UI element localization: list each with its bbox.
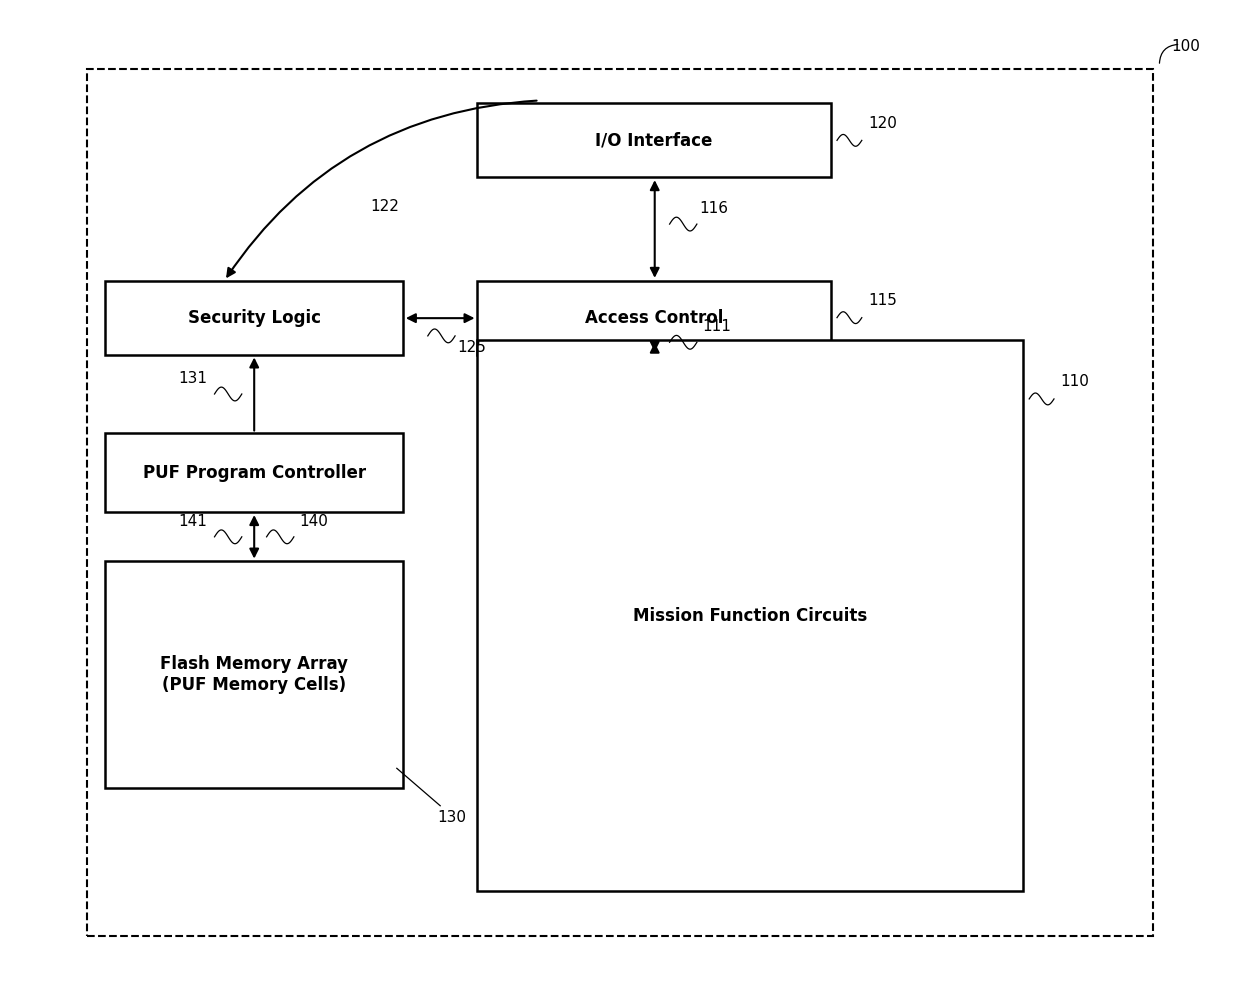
Text: I/O Interface: I/O Interface <box>595 131 713 150</box>
Text: Access Control: Access Control <box>585 308 723 327</box>
Text: 110: 110 <box>1060 374 1089 389</box>
Text: 130: 130 <box>438 810 466 824</box>
Bar <box>105 281 403 355</box>
Bar <box>477 103 831 177</box>
Text: 122: 122 <box>370 199 399 215</box>
Text: 131: 131 <box>179 371 207 386</box>
Bar <box>105 561 403 788</box>
Text: 116: 116 <box>699 201 728 216</box>
Text: 100: 100 <box>1172 39 1200 54</box>
Text: 120: 120 <box>868 115 897 130</box>
Text: Security Logic: Security Logic <box>187 308 321 327</box>
Bar <box>477 281 831 355</box>
Text: 115: 115 <box>868 293 897 307</box>
Text: 125: 125 <box>458 340 486 355</box>
Text: 111: 111 <box>702 319 730 335</box>
Text: Mission Function Circuits: Mission Function Circuits <box>634 607 867 624</box>
Text: 140: 140 <box>299 514 327 529</box>
Text: PUF Program Controller: PUF Program Controller <box>143 464 366 482</box>
Text: Flash Memory Array
(PUF Memory Cells): Flash Memory Array (PUF Memory Cells) <box>160 655 348 694</box>
Bar <box>105 433 403 512</box>
Bar <box>477 340 1023 891</box>
Text: 141: 141 <box>179 514 207 529</box>
Bar <box>87 69 1153 936</box>
